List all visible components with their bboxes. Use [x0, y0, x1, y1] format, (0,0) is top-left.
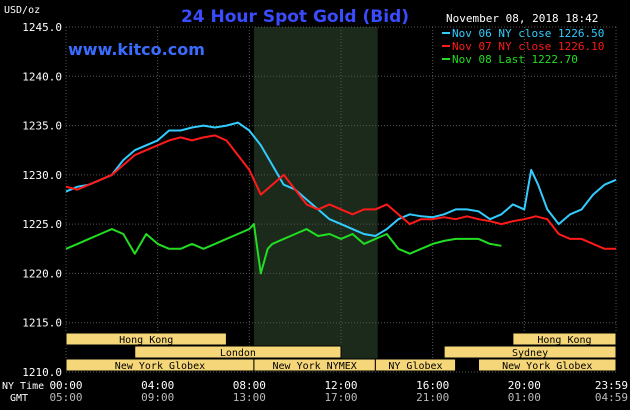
x-axis-ny-time-label: NY Time — [2, 381, 44, 392]
session-label: New York Globex — [115, 361, 205, 372]
session-bar-fill — [374, 358, 457, 372]
nymex-session-shade — [253, 27, 378, 372]
y-tick-label: 1240.0 — [22, 70, 62, 83]
price-series — [65, 121, 617, 275]
legend-entry: Nov 07 NY close 1226.10 — [452, 40, 604, 53]
x-tick-gmt-label: 09:00 — [141, 391, 174, 404]
x-tick-gmt-label: 01:00 — [508, 391, 541, 404]
x-tick-ny-label: 08:00 — [233, 379, 266, 392]
x-tick-ny-label: 12:00 — [324, 379, 357, 392]
series-line-3 — [65, 223, 502, 275]
x-tick-gmt-label: 13:00 — [233, 391, 266, 404]
session-label: NY Globex — [388, 361, 442, 372]
y-tick-label: 1230.0 — [22, 169, 62, 182]
y-axis-ticks: 1210.0 1215.0 1220.0 1225.0 1230.0 1235.0 1240… — [22, 21, 62, 379]
legend-entry: Nov 06 NY close 1226.50 — [452, 27, 604, 40]
legend-entry: Nov 08 Last 1222.70 — [452, 53, 578, 66]
session-bar: New York NYMEX — [253, 358, 376, 372]
x-tick-ny-label: 16:00 — [416, 379, 449, 392]
date-timestamp: November 08, 2018 18:42 — [446, 12, 598, 25]
y-tick-label: 1215.0 — [22, 317, 62, 330]
x-tick-gmt-label: 21:00 — [416, 391, 449, 404]
x-tick-ny-label: 20:00 — [508, 379, 541, 392]
session-bar: London — [134, 345, 342, 359]
session-bar-fill — [512, 332, 617, 346]
session-bar: Hong Kong — [512, 332, 617, 346]
series-line-2 — [65, 134, 616, 250]
grid-lines — [65, 26, 617, 373]
series-line-1 — [65, 121, 617, 237]
chart-title: 24 Hour Spot Gold (Bid) — [181, 7, 409, 27]
session-label: New York NYMEX — [272, 361, 356, 372]
session-bar-fill — [478, 358, 617, 372]
x-tick-ny-label: 00:00 — [49, 379, 82, 392]
session-bar: Sydney — [443, 345, 617, 359]
session-bar: NY Globex — [374, 358, 457, 372]
x-tick-gmt-label: 05:00 — [49, 391, 82, 404]
session-bar-fill — [443, 345, 617, 359]
session-bar-fill — [65, 332, 227, 346]
x-tick-ny-label: 23:59 — [595, 379, 628, 392]
x-tick-gmt-label: 04:59 — [595, 391, 628, 404]
session-bar-fill — [134, 345, 342, 359]
x-tick-ny-label: 04:00 — [141, 379, 174, 392]
session-bar: New York Globex — [65, 358, 255, 372]
session-bar: Hong Kong — [65, 332, 227, 346]
session-label: Sydney — [512, 348, 548, 359]
website-label: www.kitco.com — [68, 40, 205, 59]
session-bar: New York Globex — [478, 358, 617, 372]
session-label: London — [220, 348, 256, 359]
y-tick-label: 1220.0 — [22, 267, 62, 280]
x-axis-gmt-label: GMT — [10, 393, 28, 404]
session-label: Hong Kong — [537, 335, 591, 346]
y-axis-unit-label: USD/oz — [4, 5, 40, 16]
session-label: Hong Kong — [119, 335, 173, 346]
market-sessions: Hong Kong Hong Kong London Sydney New York G… — [65, 332, 617, 372]
y-tick-label: 1235.0 — [22, 120, 62, 133]
y-tick-label: 1225.0 — [22, 218, 62, 231]
x-tick-gmt-label: 17:00 — [324, 391, 357, 404]
session-label: New York Globex — [502, 361, 592, 372]
y-tick-label: 1245.0 — [22, 21, 62, 34]
y-tick-label: 1210.0 — [22, 366, 62, 379]
